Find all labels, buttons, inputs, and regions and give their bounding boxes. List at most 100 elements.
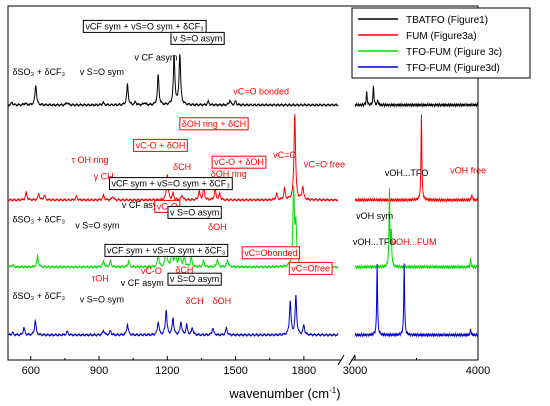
annotation: δOH ring + δCH <box>179 117 249 131</box>
annotation-text: vCF sym + vS=O sym + δCF₃ <box>107 245 226 255</box>
annotation-box <box>211 155 267 169</box>
annotation: δOH ring <box>211 169 247 179</box>
annotation-text: vC=Obonded <box>244 248 297 258</box>
annotation-text: δCH <box>186 296 204 306</box>
annotation: v S=O sym <box>75 221 119 231</box>
annotation-text: v S=O sym <box>80 295 124 305</box>
annotation: v S=O sym <box>80 295 124 305</box>
annotation-text: v S=O asym <box>170 207 219 217</box>
x-axis: 600 900 1200 1500 1800 3000 4000 <box>22 354 490 377</box>
legend-label: TFO-FUM (Figure 3c) <box>406 47 502 58</box>
annotation-box <box>241 246 301 260</box>
annotation: vOH sym <box>356 211 393 221</box>
annotation: δCH <box>175 265 193 275</box>
annotation-text: vCF sym + vS=O sym + δCF₃ <box>112 179 231 189</box>
plot-frame <box>7 5 479 361</box>
axis-break-mark <box>337 354 345 366</box>
annotation: vOH...TFO <box>353 237 397 247</box>
annotation-box <box>133 138 188 152</box>
annotation: δSO₃ + δCF₃ <box>13 215 66 225</box>
annotation: vCF sym + vS=O sym + δCF₃ <box>109 177 233 191</box>
annotation: vC-O + δOH <box>211 155 267 169</box>
annotation: v CF asym <box>134 53 177 63</box>
x-axis-title: wavenumber (cm-1) <box>228 386 340 401</box>
annotation: δOH <box>213 296 232 306</box>
annotation-text: vOH...FUM <box>392 237 437 247</box>
x-tick-label: 900 <box>90 365 108 377</box>
annotation: δCH <box>186 296 204 306</box>
legend-label: TBATFO (Figure1) <box>406 15 488 26</box>
annotation: vC=O bonded <box>233 86 289 96</box>
annotation-text: vC-O <box>157 201 178 211</box>
annotation-text: vC-O + δOH <box>136 140 186 150</box>
annotation-text: δOH ring <box>211 169 247 179</box>
annotation-box <box>170 31 225 45</box>
annotation-text: v CF asym <box>121 278 164 288</box>
annotation-text: v S=O sym <box>75 221 119 231</box>
annotation-box <box>167 205 222 219</box>
annotation: vC-O <box>141 266 162 276</box>
plot-border <box>7 5 479 361</box>
annotation: v S=O asym <box>167 205 222 219</box>
annotation-text: vC=O free <box>304 160 345 170</box>
annotation-text: vC-O + δOH <box>214 157 264 167</box>
annotation: vCF sym + vS=O sym + δCF₃ <box>104 243 229 257</box>
series-line-4-segment-1 <box>7 294 339 337</box>
annotation-text: δOH ring + δCH <box>182 119 246 129</box>
annotation-text: v S=O asym <box>173 33 222 43</box>
annotation-text: vOH...TFO <box>385 168 429 178</box>
annotation: vCF sym + vS=O sym + δCF₃ <box>82 19 207 33</box>
x-tick-label: 1200 <box>155 365 179 377</box>
series-line-1-segment-1 <box>7 54 339 108</box>
annotation-text: δSO₃ + δCF₃ <box>13 215 66 225</box>
series-line-4-segment-2 <box>354 263 479 338</box>
annotation: v S=O asym <box>167 272 222 286</box>
legend: TBATFO (Figure1) FUM (Figure3a) TFO-FUM (F… <box>351 7 531 79</box>
annotation-text: vOH sym <box>356 211 393 221</box>
annotation: δSO₃ + δCF₃ <box>13 291 66 301</box>
annotation-text: τ OH ring <box>71 155 108 165</box>
x-tick-label: 600 <box>22 365 40 377</box>
annotation: vOH free <box>450 166 486 176</box>
annotation-box <box>167 272 222 286</box>
series-line-2-segment-2 <box>354 114 479 204</box>
annotation: τ OH ring <box>71 155 108 165</box>
annotation: vC=Obonded <box>241 246 301 260</box>
annotation-text: vC=Ofree <box>291 263 330 273</box>
annotation-text: δCH <box>173 162 191 172</box>
annotation: δSO₃ + δCF₃ <box>13 67 66 77</box>
annotation-text: v CF asym <box>134 53 177 63</box>
annotation: v S=O sym <box>80 67 124 77</box>
annotation: vOH...FUM <box>392 237 437 247</box>
annotation-box <box>288 261 333 275</box>
annotation-text: δSO₃ + δCF₃ <box>13 67 66 77</box>
x-tick-label: 3000 <box>343 365 367 377</box>
annotation: vC-O + δOH <box>133 138 188 152</box>
annotation-text: δCH <box>175 265 193 275</box>
annotation: v CF asym <box>121 278 164 288</box>
annotation-text: vC-O <box>141 266 162 276</box>
series-line-1-segment-2 <box>354 85 479 109</box>
annotation: δOH <box>208 222 227 232</box>
annotation: vC=C <box>273 150 296 160</box>
annotation-text: vC=O bonded <box>233 86 289 96</box>
annotation: vC=O free <box>304 160 345 170</box>
annotation-box <box>82 19 207 33</box>
annotation-box <box>109 177 233 191</box>
annotation-text: v S=O asym <box>170 274 219 284</box>
annotation: v S=O asym <box>170 31 225 45</box>
annotation-text: δSO₃ + δCF₃ <box>13 291 66 301</box>
annotation: δCH <box>173 162 191 172</box>
annotation: vC=Ofree <box>288 261 333 275</box>
annotation-text: δOH <box>208 222 227 232</box>
annotation-text: τOH <box>92 273 109 283</box>
legend-label: FUM (Figure3a) <box>406 31 477 42</box>
x-tick-label: 1800 <box>292 365 316 377</box>
annotation-text: γ CH <box>94 172 114 182</box>
annotation-text: vCF sym + vS=O sym + δCF₃ <box>85 21 204 31</box>
series-line-3-segment-1 <box>7 185 339 270</box>
annotation-text: δOH <box>213 296 232 306</box>
spectra-layer <box>7 54 479 338</box>
annotation-text: vC=C <box>273 150 296 160</box>
